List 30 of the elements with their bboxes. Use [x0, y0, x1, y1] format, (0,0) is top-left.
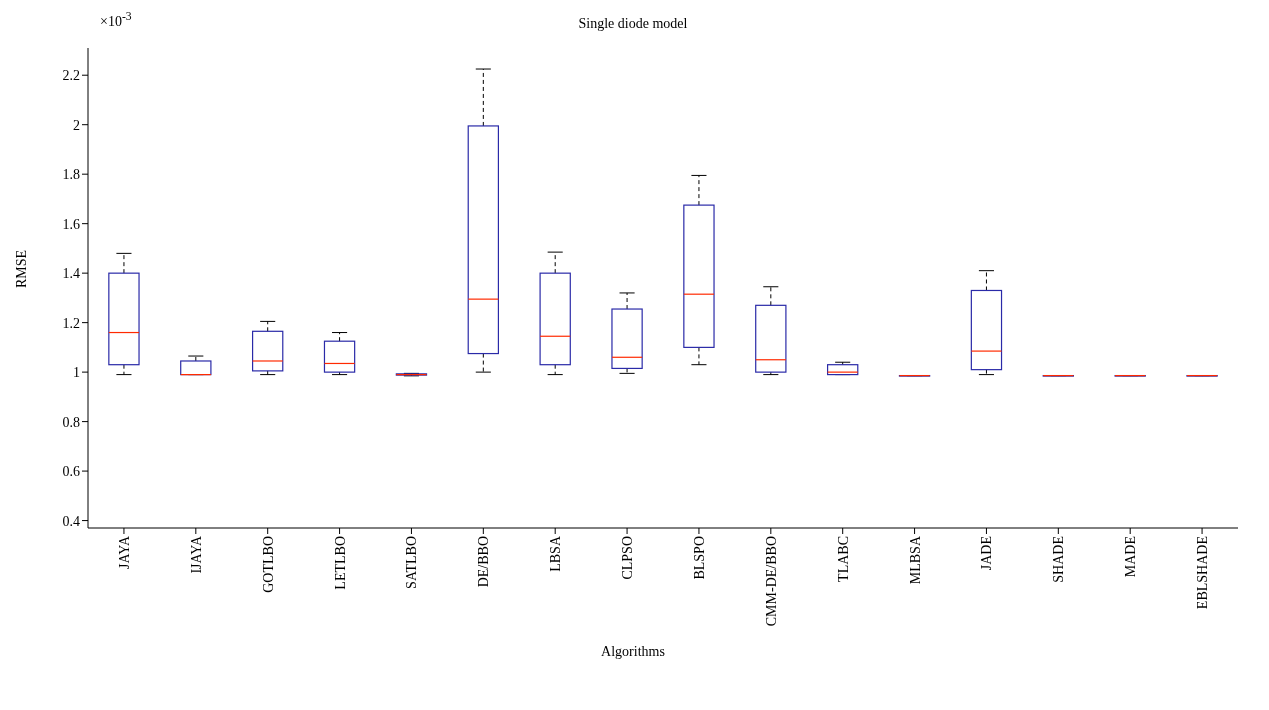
y-tick-label: 0.6 — [62, 464, 80, 480]
y-tick-label: 0.8 — [62, 414, 80, 430]
x-tick-label: SATLBO — [404, 536, 420, 589]
y-axis-title: RMSE — [13, 249, 29, 288]
x-tick-label: CLPSO — [620, 536, 635, 580]
x-tick-label: LBSA — [548, 535, 564, 572]
x-tick-label: LETLBO — [332, 536, 348, 590]
x-tick-label: EBLSHADE — [1195, 536, 1210, 610]
text: ×10$^{-3}$ — [100, 10, 132, 30]
y-tick-label: 0.4 — [62, 513, 80, 529]
x-tick-label: GOTLBO — [260, 536, 276, 593]
x-tick-label: MLBSA — [907, 535, 923, 585]
chart-title: Single diode model — [578, 16, 688, 31]
y-tick-label: 1 — [73, 365, 80, 381]
x-tick-label: MADE — [1123, 536, 1139, 578]
x-tick-label: JADE — [979, 536, 995, 571]
y-tick-label: 1.8 — [62, 167, 80, 183]
x-tick-label: TLABC — [835, 536, 851, 582]
y-tick-label: 2.2 — [62, 68, 80, 84]
y-tick-label: 1.6 — [62, 216, 80, 232]
x-tick-label: IJAYA — [188, 535, 204, 574]
x-tick-label: DE/BBO — [476, 536, 492, 588]
x-axis-title: Algorithms — [600, 644, 666, 660]
x-tick-label: JAYA — [116, 535, 132, 569]
x-tick-label: BLSPO — [691, 536, 707, 580]
y-tick-label: 2 — [73, 117, 80, 133]
x-tick-label: CMM-DE/BBO — [763, 536, 779, 627]
y-tick-label: 1.2 — [62, 315, 80, 331]
x-tick-label: SHADE — [1051, 536, 1067, 583]
y-tick-label: 1.4 — [62, 266, 80, 282]
